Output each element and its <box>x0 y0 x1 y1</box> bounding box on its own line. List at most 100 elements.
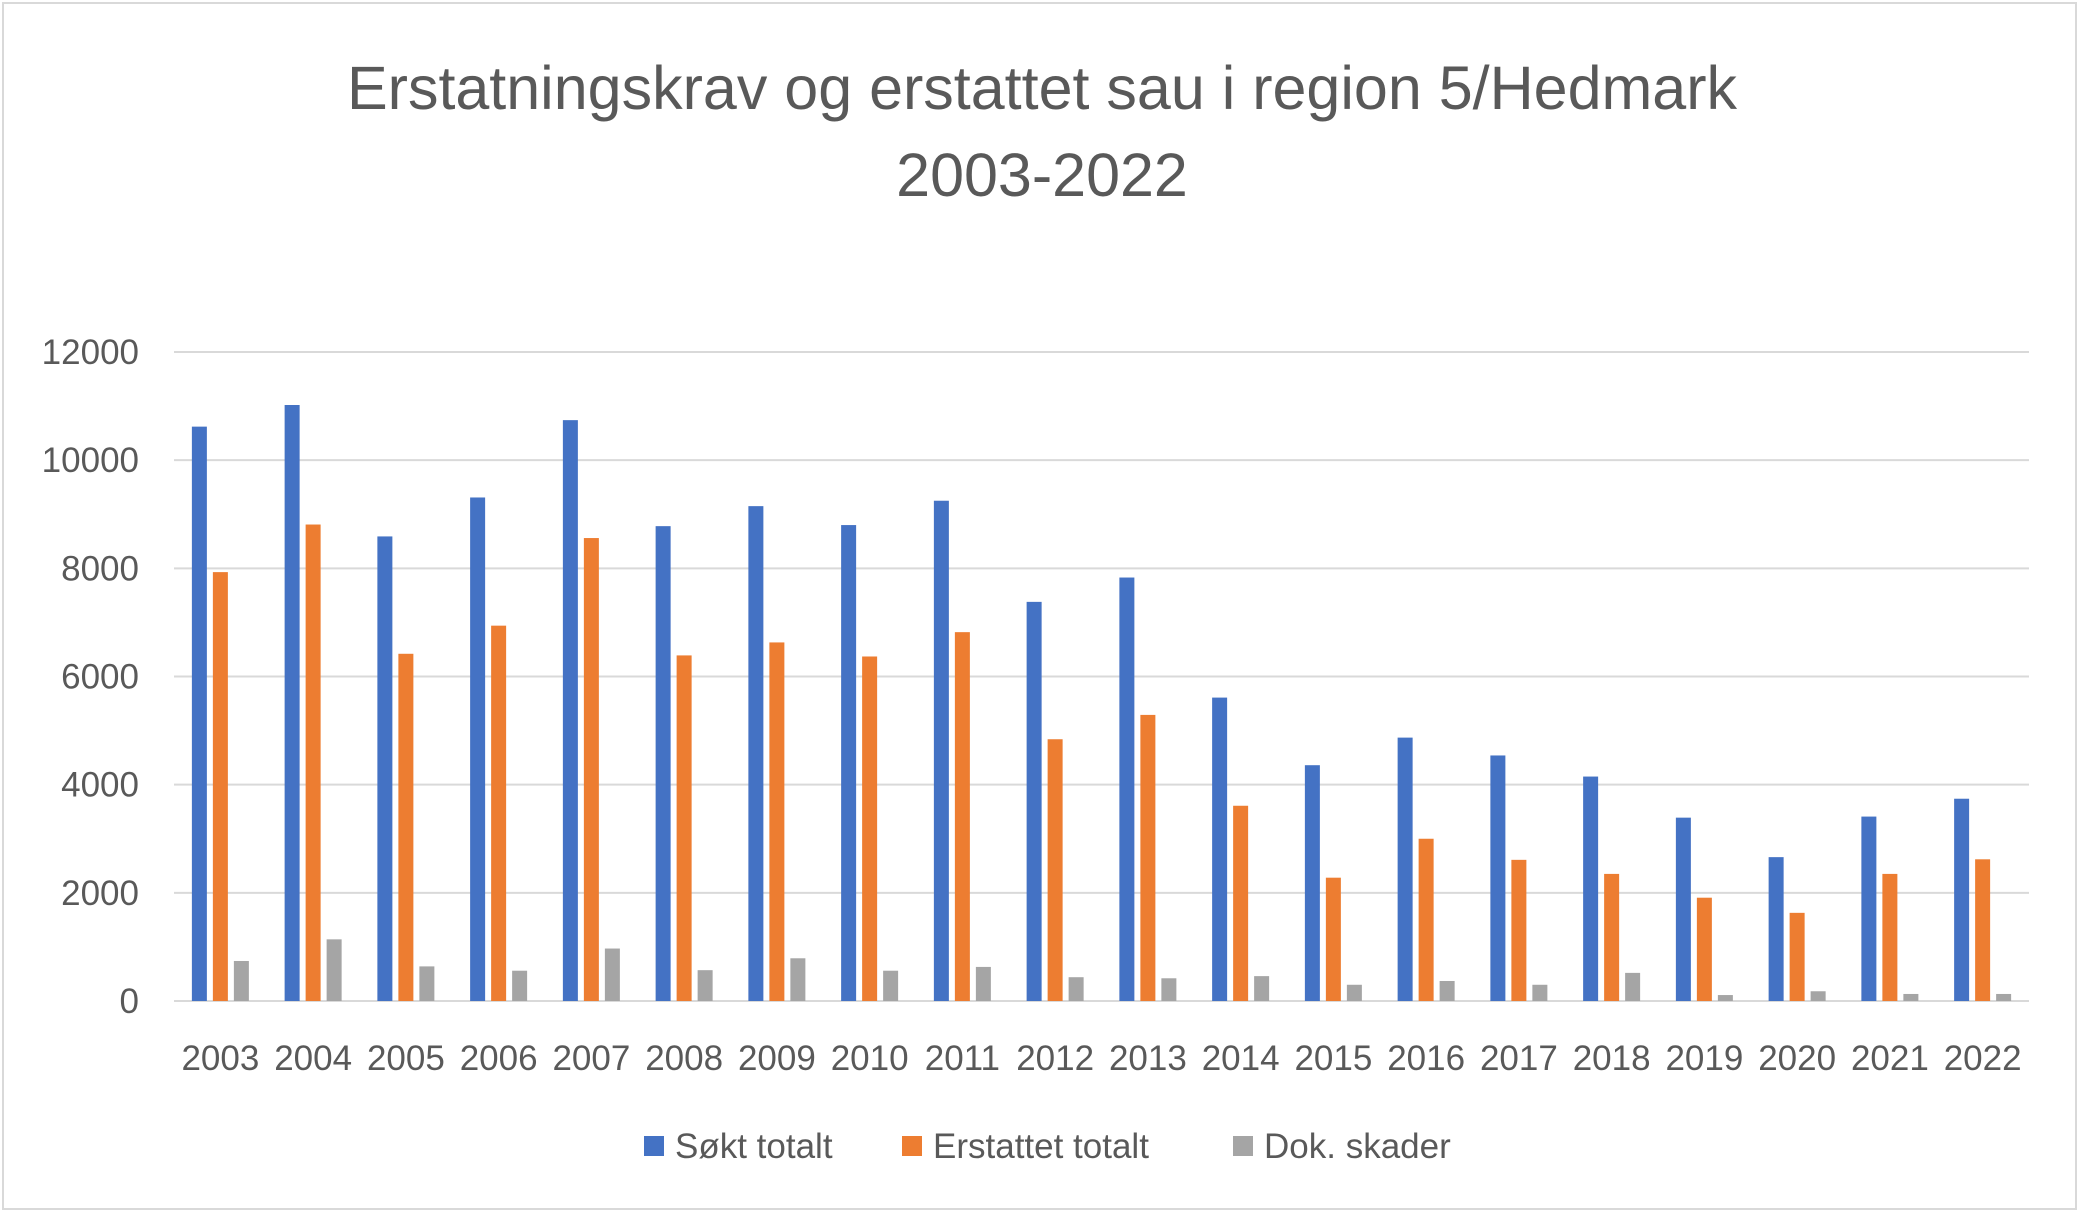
bar <box>1439 980 1455 1001</box>
bar <box>790 958 806 1001</box>
legend-swatch <box>644 1136 664 1156</box>
y-axis-ticks: 0 2000 4000 6000 8000 10000 12000 <box>42 333 139 1021</box>
bar <box>883 970 899 1001</box>
y-tick-label: 2000 <box>61 874 139 913</box>
chart-title: Erstatningskrav og erstattet sau i regio… <box>347 54 1738 122</box>
x-tick-label: 2017 <box>1480 1039 1558 1078</box>
bar <box>862 656 878 1001</box>
bar <box>326 939 342 1001</box>
bar <box>305 524 321 1001</box>
bar <box>1903 993 1919 1001</box>
x-tick-label: 2016 <box>1387 1039 1465 1078</box>
legend-swatch <box>902 1136 922 1156</box>
x-tick-label: 2008 <box>645 1039 723 1078</box>
x-tick-label: 2013 <box>1109 1039 1187 1078</box>
bar <box>583 538 599 1001</box>
bar <box>1254 976 1270 1001</box>
bar <box>1532 984 1548 1001</box>
y-tick-label: 6000 <box>61 658 139 697</box>
bar <box>398 653 414 1001</box>
bar <box>1789 912 1805 1001</box>
bar <box>1768 857 1784 1001</box>
bar <box>284 405 300 1001</box>
bar <box>1975 859 1991 1001</box>
legend-label: Dok. skader <box>1264 1127 1451 1166</box>
y-tick-label: 8000 <box>61 549 139 588</box>
x-tick-label: 2009 <box>738 1039 816 1078</box>
bar <box>1346 984 1362 1001</box>
bar <box>1490 755 1506 1001</box>
bar <box>191 426 207 1001</box>
x-tick-label: 2007 <box>552 1039 630 1078</box>
bar <box>1397 737 1413 1001</box>
bar <box>1604 873 1620 1001</box>
bar-chart: Erstatningskrav og erstattet sau i regio… <box>42 54 2029 1166</box>
bar <box>1625 972 1641 1001</box>
bar <box>697 970 713 1001</box>
bar <box>1161 978 1177 1001</box>
bar <box>748 506 764 1001</box>
legend-item: Erstattet totalt <box>902 1127 1149 1166</box>
x-tick-label: 2020 <box>1758 1039 1836 1078</box>
bar <box>933 500 949 1001</box>
x-tick-label: 2006 <box>460 1039 538 1078</box>
bar <box>1119 577 1135 1001</box>
bar <box>975 966 991 1001</box>
bar <box>954 632 970 1001</box>
bar <box>377 536 393 1001</box>
bar <box>1861 816 1877 1001</box>
x-tick-label: 2014 <box>1202 1039 1280 1078</box>
chart-subtitle: 2003-2022 <box>896 141 1188 209</box>
bar <box>1140 714 1156 1001</box>
bar <box>562 420 578 1001</box>
x-tick-label: 2010 <box>831 1039 909 1078</box>
bar <box>233 960 249 1001</box>
bar <box>1325 877 1341 1001</box>
bar <box>1882 873 1898 1001</box>
x-tick-label: 2019 <box>1665 1039 1743 1078</box>
x-tick-label: 2012 <box>1016 1039 1094 1078</box>
bar <box>1810 991 1826 1001</box>
bar <box>604 948 620 1001</box>
bar <box>512 970 528 1001</box>
series-3 <box>233 939 2012 1001</box>
bar <box>419 966 435 1001</box>
legend-item: Dok. skader <box>1233 1127 1451 1166</box>
series-1 <box>191 405 1970 1001</box>
bar <box>1696 897 1712 1001</box>
legend-item: Søkt totalt <box>644 1127 833 1166</box>
x-tick-label: 2015 <box>1294 1039 1372 1078</box>
bar <box>1212 697 1228 1001</box>
bar <box>1511 859 1527 1001</box>
legend-swatch <box>1233 1136 1253 1156</box>
bar <box>769 642 785 1001</box>
bar <box>470 497 486 1001</box>
x-tick-label: 2022 <box>1944 1039 2022 1078</box>
bar <box>1026 601 1042 1001</box>
x-tick-label: 2018 <box>1573 1039 1651 1078</box>
bar <box>1996 993 2012 1001</box>
series-2 <box>212 524 1991 1001</box>
bar <box>1954 798 1970 1001</box>
bar <box>676 655 692 1001</box>
bar <box>1717 995 1733 1001</box>
x-axis-ticks: 2003 2004 2005 2006 2007 2008 2009 2010 2011 2012… <box>181 1039 2021 1078</box>
bar <box>212 572 228 1001</box>
x-tick-label: 2003 <box>181 1039 259 1078</box>
x-tick-label: 2021 <box>1851 1039 1929 1078</box>
bar <box>491 625 507 1001</box>
bar <box>1233 805 1249 1001</box>
legend: Søkt totalt Erstattet totalt Dok. skader <box>644 1127 1451 1166</box>
bar <box>1047 739 1063 1001</box>
gridlines <box>174 351 2029 1002</box>
legend-label: Erstattet totalt <box>933 1127 1149 1166</box>
bar <box>655 526 671 1001</box>
bar <box>1583 776 1599 1001</box>
bar <box>1068 977 1084 1001</box>
bar <box>841 525 857 1001</box>
x-tick-label: 2011 <box>925 1039 1000 1078</box>
bar <box>1675 817 1691 1001</box>
x-tick-label: 2005 <box>367 1039 445 1078</box>
bars <box>191 405 2012 1001</box>
